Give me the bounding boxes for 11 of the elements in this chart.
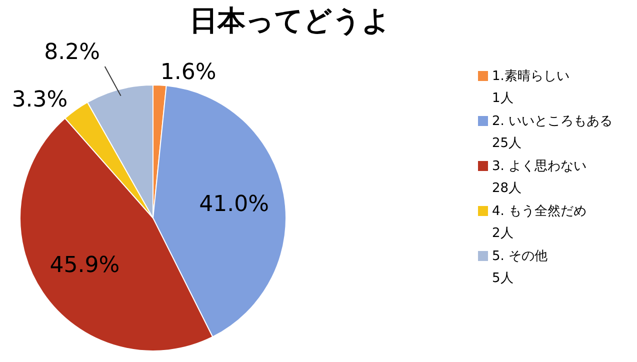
- legend-label: 1.素晴らしい 1人: [492, 69, 570, 106]
- legend-label: 5. その他 5人: [492, 249, 548, 286]
- data-label: 41.0%: [199, 192, 270, 218]
- data-label: 3.3%: [12, 87, 68, 112]
- data-label: 8.2%: [44, 40, 100, 66]
- data-label: 45.9%: [50, 253, 120, 278]
- data-label: 1.6%: [160, 60, 216, 86]
- legend-label: 3. よく思わない 28人: [492, 159, 587, 196]
- legend-label: 4. もう全然だめ 2人: [492, 204, 587, 241]
- chart-title: 日本ってどうよ: [190, 4, 390, 37]
- legend-label: 2. いいところもある 25人: [492, 114, 613, 151]
